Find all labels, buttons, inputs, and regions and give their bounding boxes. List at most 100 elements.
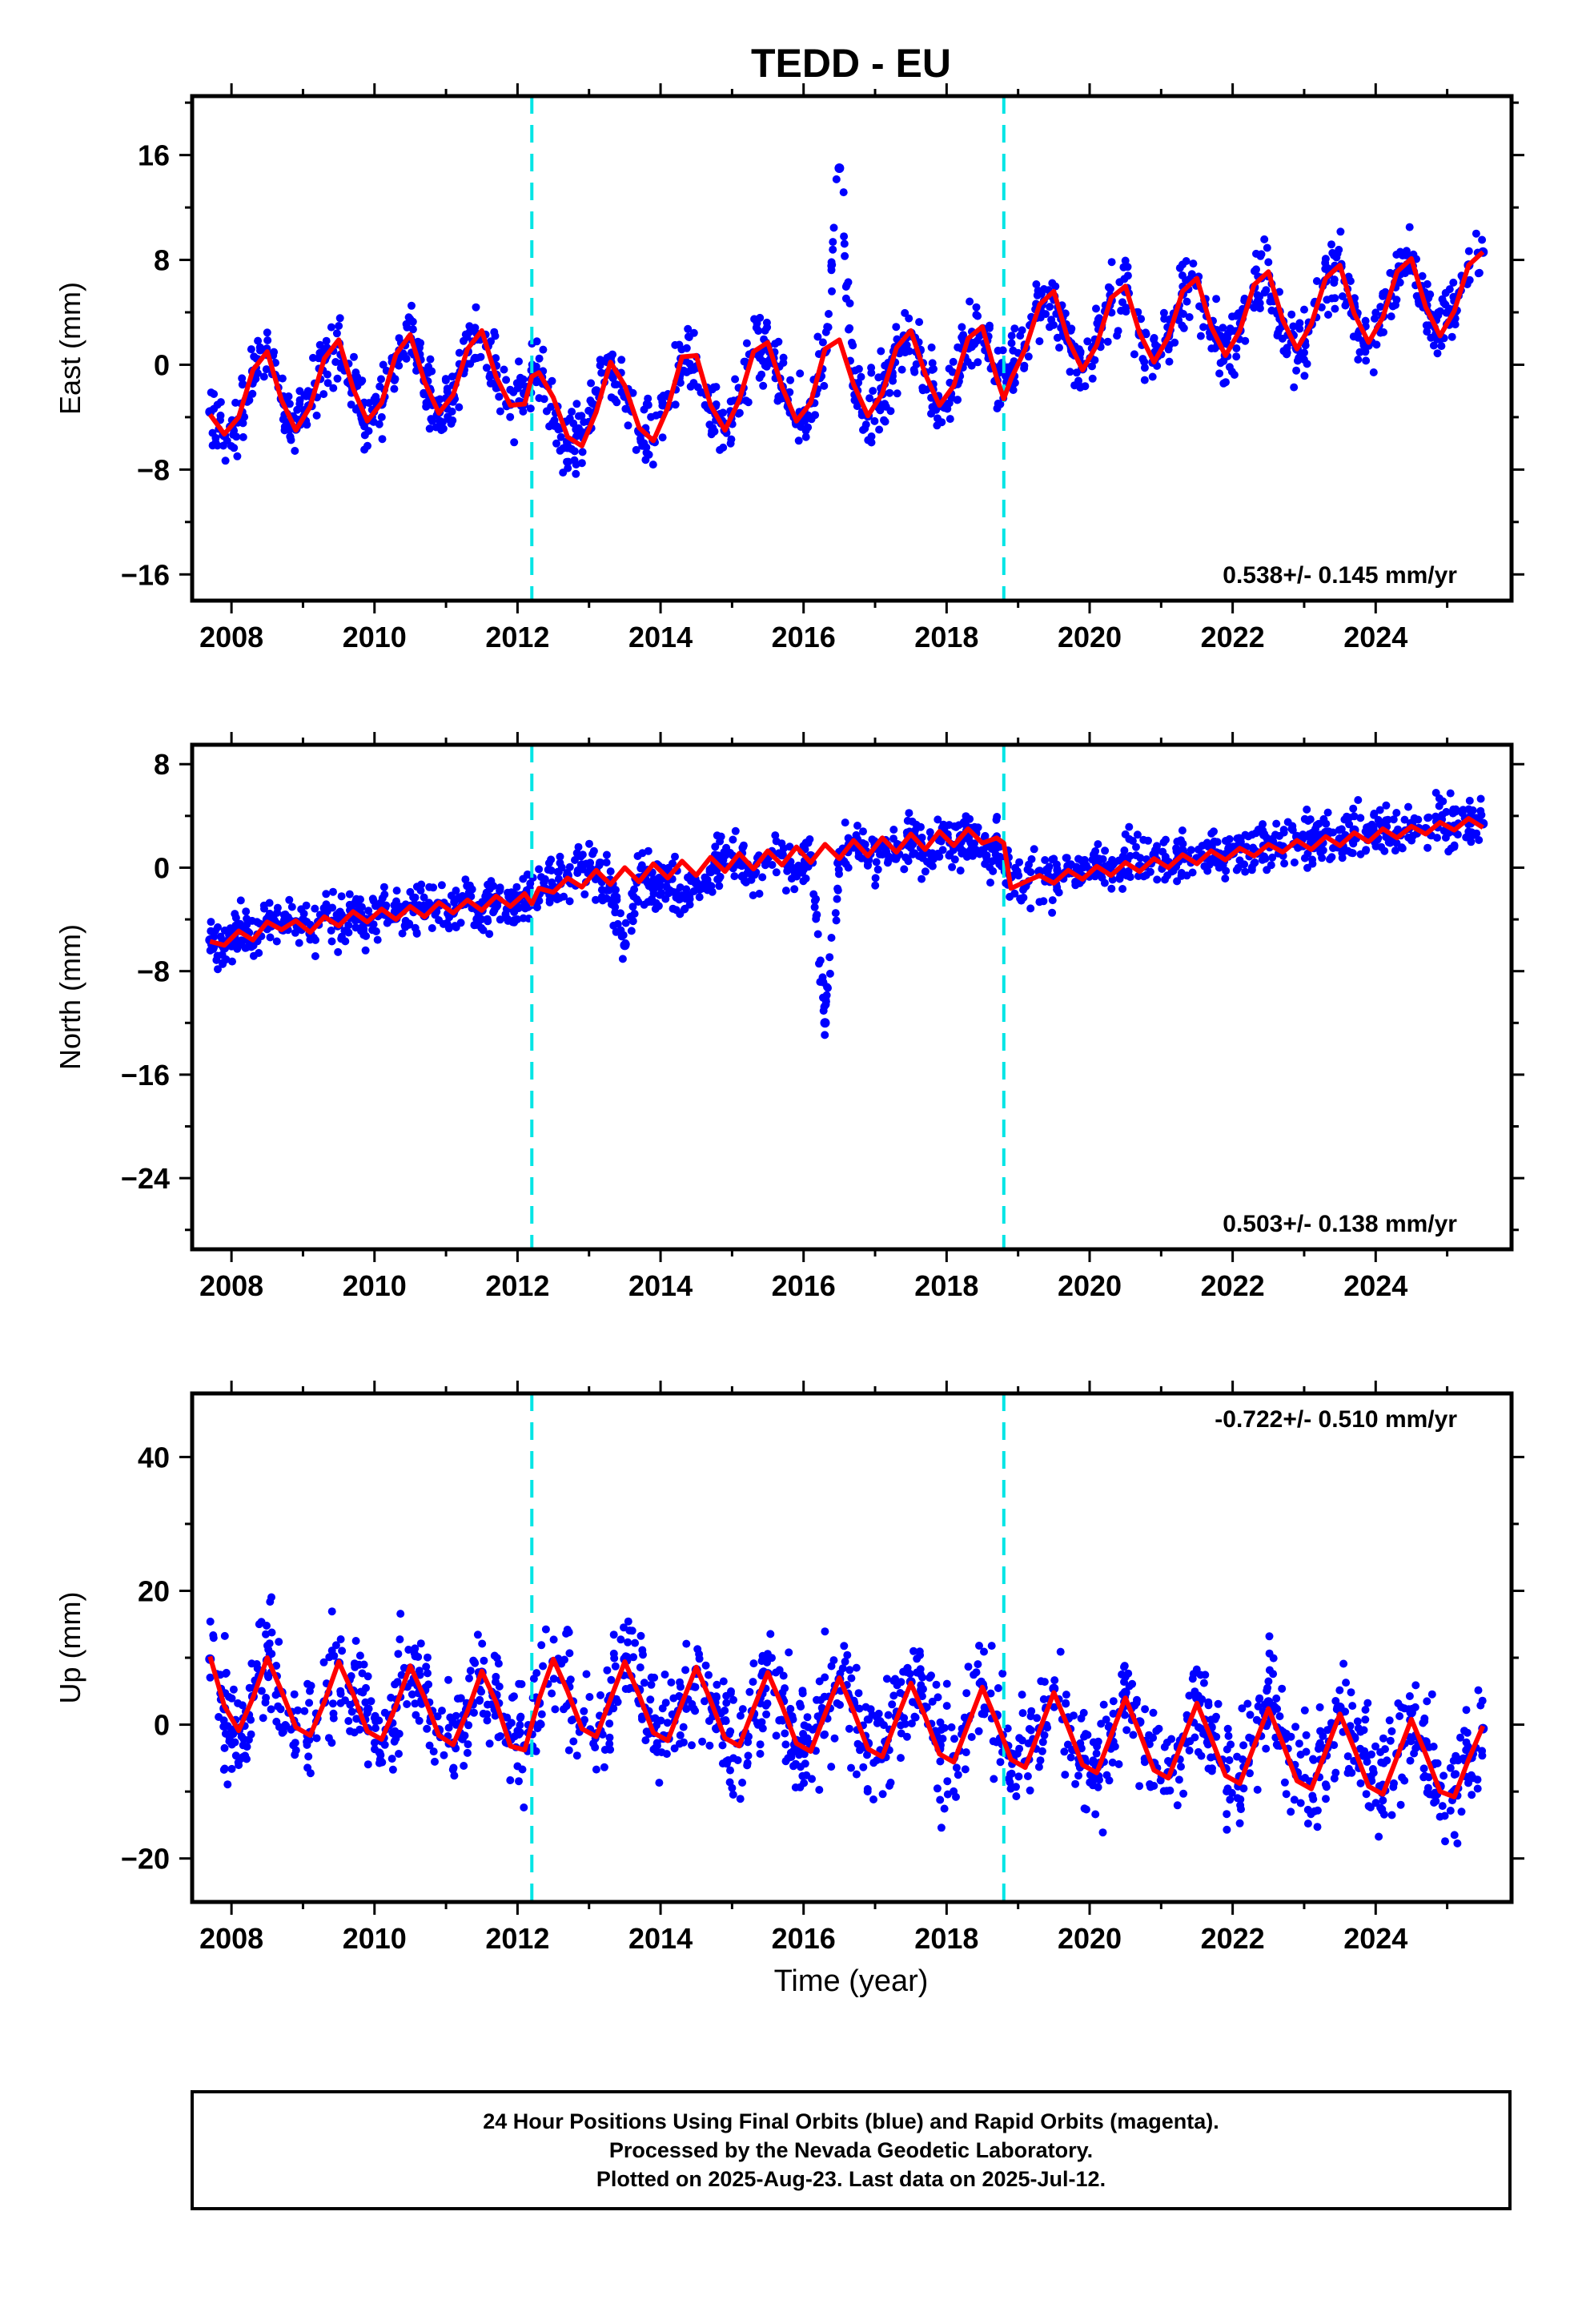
up-data-point xyxy=(902,1732,911,1741)
north-data-point xyxy=(616,909,624,918)
east-data-point xyxy=(570,447,579,456)
up-data-point xyxy=(491,1711,500,1720)
east-data-point xyxy=(496,407,504,416)
up-data-point xyxy=(1331,1768,1340,1777)
up-data-point xyxy=(582,1670,591,1679)
north-data-point xyxy=(547,855,556,864)
up-data-point xyxy=(801,1759,809,1768)
up-data-point xyxy=(863,1785,872,1793)
east-data-point xyxy=(422,402,431,411)
up-data-point xyxy=(1043,1723,1052,1732)
up-data-point xyxy=(1308,1791,1317,1800)
north-data-point xyxy=(468,885,476,894)
east-data-point xyxy=(1092,304,1100,313)
north-data-point xyxy=(630,910,639,918)
up-data-point xyxy=(1359,1726,1368,1735)
north-data-point xyxy=(337,892,346,901)
east-data-point xyxy=(934,414,942,423)
north-data-point xyxy=(1303,805,1311,814)
up-data-point xyxy=(722,1699,731,1707)
north-data-point xyxy=(917,822,925,831)
north-data-point xyxy=(328,903,337,912)
north-data-point xyxy=(1292,831,1302,842)
east-data-point xyxy=(1295,319,1304,328)
north-data-point xyxy=(873,865,882,874)
north-data-point xyxy=(1206,842,1216,852)
east-data-point xyxy=(552,439,560,448)
up-data-point xyxy=(800,1779,809,1787)
up-data-point xyxy=(1397,1703,1406,1711)
north-data-point xyxy=(691,878,701,888)
up-data-point xyxy=(600,1763,608,1771)
up-data-point xyxy=(1313,1806,1322,1815)
up-data-point xyxy=(572,1751,581,1760)
north-data-point xyxy=(485,930,494,939)
up-data-point xyxy=(605,1719,614,1728)
north-data-point xyxy=(1105,860,1114,869)
up-data-point xyxy=(1300,1706,1309,1715)
up-data-point xyxy=(412,1711,420,1719)
north-data-point xyxy=(255,949,263,957)
up-data-point xyxy=(1083,1731,1092,1739)
north-data-point xyxy=(425,883,434,891)
east-data-point xyxy=(1150,335,1158,344)
up-data-point xyxy=(727,1687,735,1695)
north-data-point xyxy=(335,907,344,916)
north-data-point xyxy=(1349,804,1358,813)
east-data-point xyxy=(1199,323,1208,332)
up-data-point xyxy=(565,1649,574,1658)
east-data-point xyxy=(1182,297,1191,306)
north-data-point xyxy=(981,859,990,868)
east-data-point xyxy=(839,188,848,197)
east-data-point xyxy=(312,411,321,420)
north-data-point xyxy=(416,887,425,895)
east-data-point xyxy=(568,408,576,416)
north-data-point xyxy=(1354,796,1363,804)
up-data-point xyxy=(1290,1795,1299,1804)
east-data-point xyxy=(1292,366,1301,375)
north-data-point xyxy=(513,915,522,923)
up-data-point xyxy=(1146,1780,1154,1788)
north-data-point xyxy=(1465,796,1474,805)
up-data-point xyxy=(431,1757,439,1766)
north-data-point xyxy=(1177,869,1186,877)
north-model-line xyxy=(209,816,1484,948)
up-data-point xyxy=(537,1710,546,1719)
north-data-point xyxy=(378,894,387,903)
up-data-point xyxy=(440,1751,448,1759)
east-data-point xyxy=(263,328,271,337)
north-data-point xyxy=(921,867,930,876)
up-data-point xyxy=(476,1695,484,1704)
east-data-point xyxy=(1369,368,1378,376)
north-data-point xyxy=(682,885,691,894)
up-data-point xyxy=(537,1641,546,1650)
up-data-point xyxy=(520,1803,528,1811)
north-data-point xyxy=(287,903,296,911)
up-data-point xyxy=(749,1659,758,1668)
up-data-point xyxy=(453,1695,462,1703)
north-data-point xyxy=(373,935,382,944)
east-data-point xyxy=(1371,308,1380,317)
up-data-point xyxy=(688,1741,696,1750)
up-data-point xyxy=(1346,1722,1355,1731)
north-data-point xyxy=(1063,861,1074,871)
north-data-point xyxy=(651,905,660,913)
north-data-point xyxy=(833,886,842,895)
up-data-point xyxy=(1456,1733,1464,1742)
up-data-point xyxy=(942,1679,951,1688)
east-data-point xyxy=(239,432,247,441)
up-data-point xyxy=(551,1705,560,1714)
east-data-point xyxy=(1262,286,1271,295)
north-data-point xyxy=(704,880,713,888)
east-data-point xyxy=(829,238,837,247)
north-x-tick-label: 2024 xyxy=(1343,1269,1407,1302)
north-data-point xyxy=(640,900,648,909)
up-data-point xyxy=(874,1709,883,1718)
north-x-tick-label: 2014 xyxy=(628,1269,693,1302)
up-data-point xyxy=(980,1710,989,1719)
east-data-point xyxy=(1123,271,1132,280)
up-data-point xyxy=(329,1709,338,1718)
up-data-point xyxy=(408,1690,416,1699)
north-data-point xyxy=(926,828,934,837)
up-data-point xyxy=(937,1726,946,1735)
